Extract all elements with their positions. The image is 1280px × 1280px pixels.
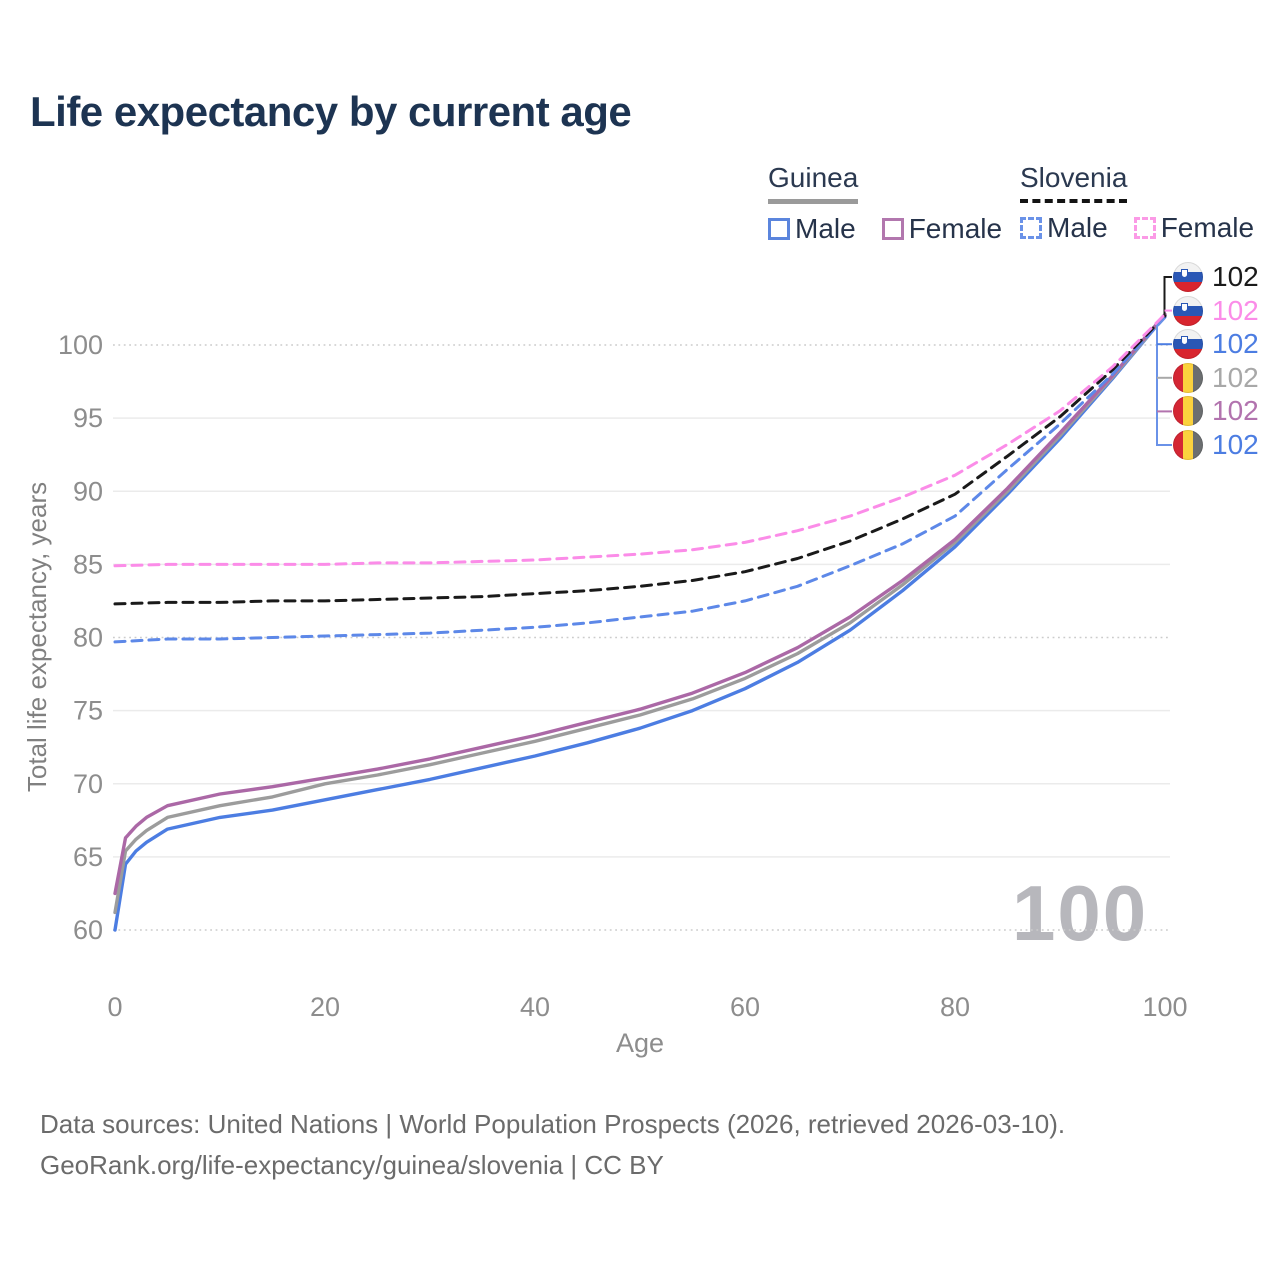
slovenia-flag-icon xyxy=(1173,329,1203,360)
y-tick-label-80: 80 xyxy=(73,623,103,653)
slovenia-flag-icon xyxy=(1173,262,1203,292)
footer: Data sources: United Nations | World Pop… xyxy=(40,1104,1065,1186)
x-tick-label-0: 0 xyxy=(107,992,122,1022)
legend-items-guinea: Male Female xyxy=(768,213,1002,245)
y-tick-label-90: 90 xyxy=(73,476,103,506)
y-tick-label-65: 65 xyxy=(73,842,103,872)
legend-item-slovenia-female[interactable]: Female xyxy=(1133,212,1255,244)
series-line-guinea-female[interactable] xyxy=(113,312,1167,896)
series-line-guinea-both-sexes[interactable] xyxy=(113,314,1167,915)
series-line-guinea-male[interactable] xyxy=(113,314,1167,932)
legend-item-slovenia-male[interactable]: Male xyxy=(1020,212,1108,244)
series-line-slovenia-male[interactable] xyxy=(113,315,1167,644)
footer-datasource: Data sources: United Nations | World Pop… xyxy=(40,1109,1066,1139)
x-tick-label-20: 20 xyxy=(310,992,340,1022)
swatch-guinea-male xyxy=(768,218,790,240)
legend-title-slovenia[interactable]: Slovenia xyxy=(1020,162,1128,203)
page-title: Life expectancy by current age xyxy=(30,88,632,135)
slovenia-coat-of-arms xyxy=(1181,336,1188,346)
legend-label: Male xyxy=(1047,212,1108,243)
end-value: 102 xyxy=(1212,261,1259,292)
end-label-row-slovenia-female: 102 xyxy=(1173,295,1259,327)
y-tick-label-60: 60 xyxy=(73,915,103,945)
end-label-row-guinea-male: 102 xyxy=(1173,429,1259,461)
legend-label: Female xyxy=(1160,212,1255,243)
leader-line-bottom xyxy=(1156,317,1172,446)
legend-group-slovenia: Slovenia Male Female xyxy=(1020,162,1254,244)
y-tick-label-75: 75 xyxy=(73,696,103,726)
y-tick-label-95: 95 xyxy=(73,403,103,433)
legend-items-slovenia: Male Female xyxy=(1020,212,1254,244)
age-counter-watermark: 100 xyxy=(1012,869,1149,957)
swatch-guinea-female xyxy=(881,218,904,240)
end-label-row-slovenia-both-sexes: 102 xyxy=(1173,261,1259,293)
legend-title-guinea[interactable]: Guinea xyxy=(768,162,859,204)
footer-attribution: GeoRank.org/life-expectancy/guinea/slove… xyxy=(40,1150,664,1180)
end-value: 102 xyxy=(1212,328,1259,360)
guinea-flag-icon xyxy=(1173,362,1203,393)
series-line-slovenia-both-sexes[interactable] xyxy=(113,314,1167,606)
legend-item-guinea-female[interactable]: Female xyxy=(881,213,1003,245)
end-value: 102 xyxy=(1212,429,1259,460)
slovenia-flag-icon xyxy=(1173,295,1203,326)
swatch-slovenia-female xyxy=(1133,217,1156,239)
end-value: 102 xyxy=(1212,361,1259,393)
leader-line-top xyxy=(1163,276,1172,315)
end-value: 102 xyxy=(1212,294,1259,326)
x-tick-label-60: 60 xyxy=(730,992,760,1022)
end-value: 102 xyxy=(1212,395,1259,427)
x-tick-label-40: 40 xyxy=(520,992,550,1022)
end-label-row-slovenia-male: 102 xyxy=(1173,328,1259,360)
y-tick-label-70: 70 xyxy=(73,769,103,799)
guinea-flag-icon xyxy=(1173,430,1203,460)
x-axis-title: Age xyxy=(616,1028,664,1058)
slovenia-coat-of-arms xyxy=(1181,269,1188,278)
x-tick-label-100: 100 xyxy=(1142,992,1187,1022)
y-tick-label-100: 100 xyxy=(58,330,103,360)
legend-group-guinea: Guinea Male Female xyxy=(768,162,1002,245)
end-label-row-guinea-both-sexes: 102 xyxy=(1173,362,1259,394)
y-axis-title: Total life expectancy, years xyxy=(22,482,52,792)
swatch-slovenia-male xyxy=(1020,217,1042,239)
slovenia-coat-of-arms xyxy=(1181,302,1188,312)
legend-label: Male xyxy=(795,213,856,244)
y-tick-label-85: 85 xyxy=(73,549,103,579)
legend-label: Female xyxy=(908,213,1003,244)
legend-item-guinea-male[interactable]: Male xyxy=(768,213,856,245)
end-label-row-guinea-female: 102 xyxy=(1173,395,1259,427)
series-line-slovenia-female[interactable] xyxy=(113,312,1167,568)
x-tick-label-80: 80 xyxy=(940,992,970,1022)
guinea-flag-icon xyxy=(1173,396,1203,427)
